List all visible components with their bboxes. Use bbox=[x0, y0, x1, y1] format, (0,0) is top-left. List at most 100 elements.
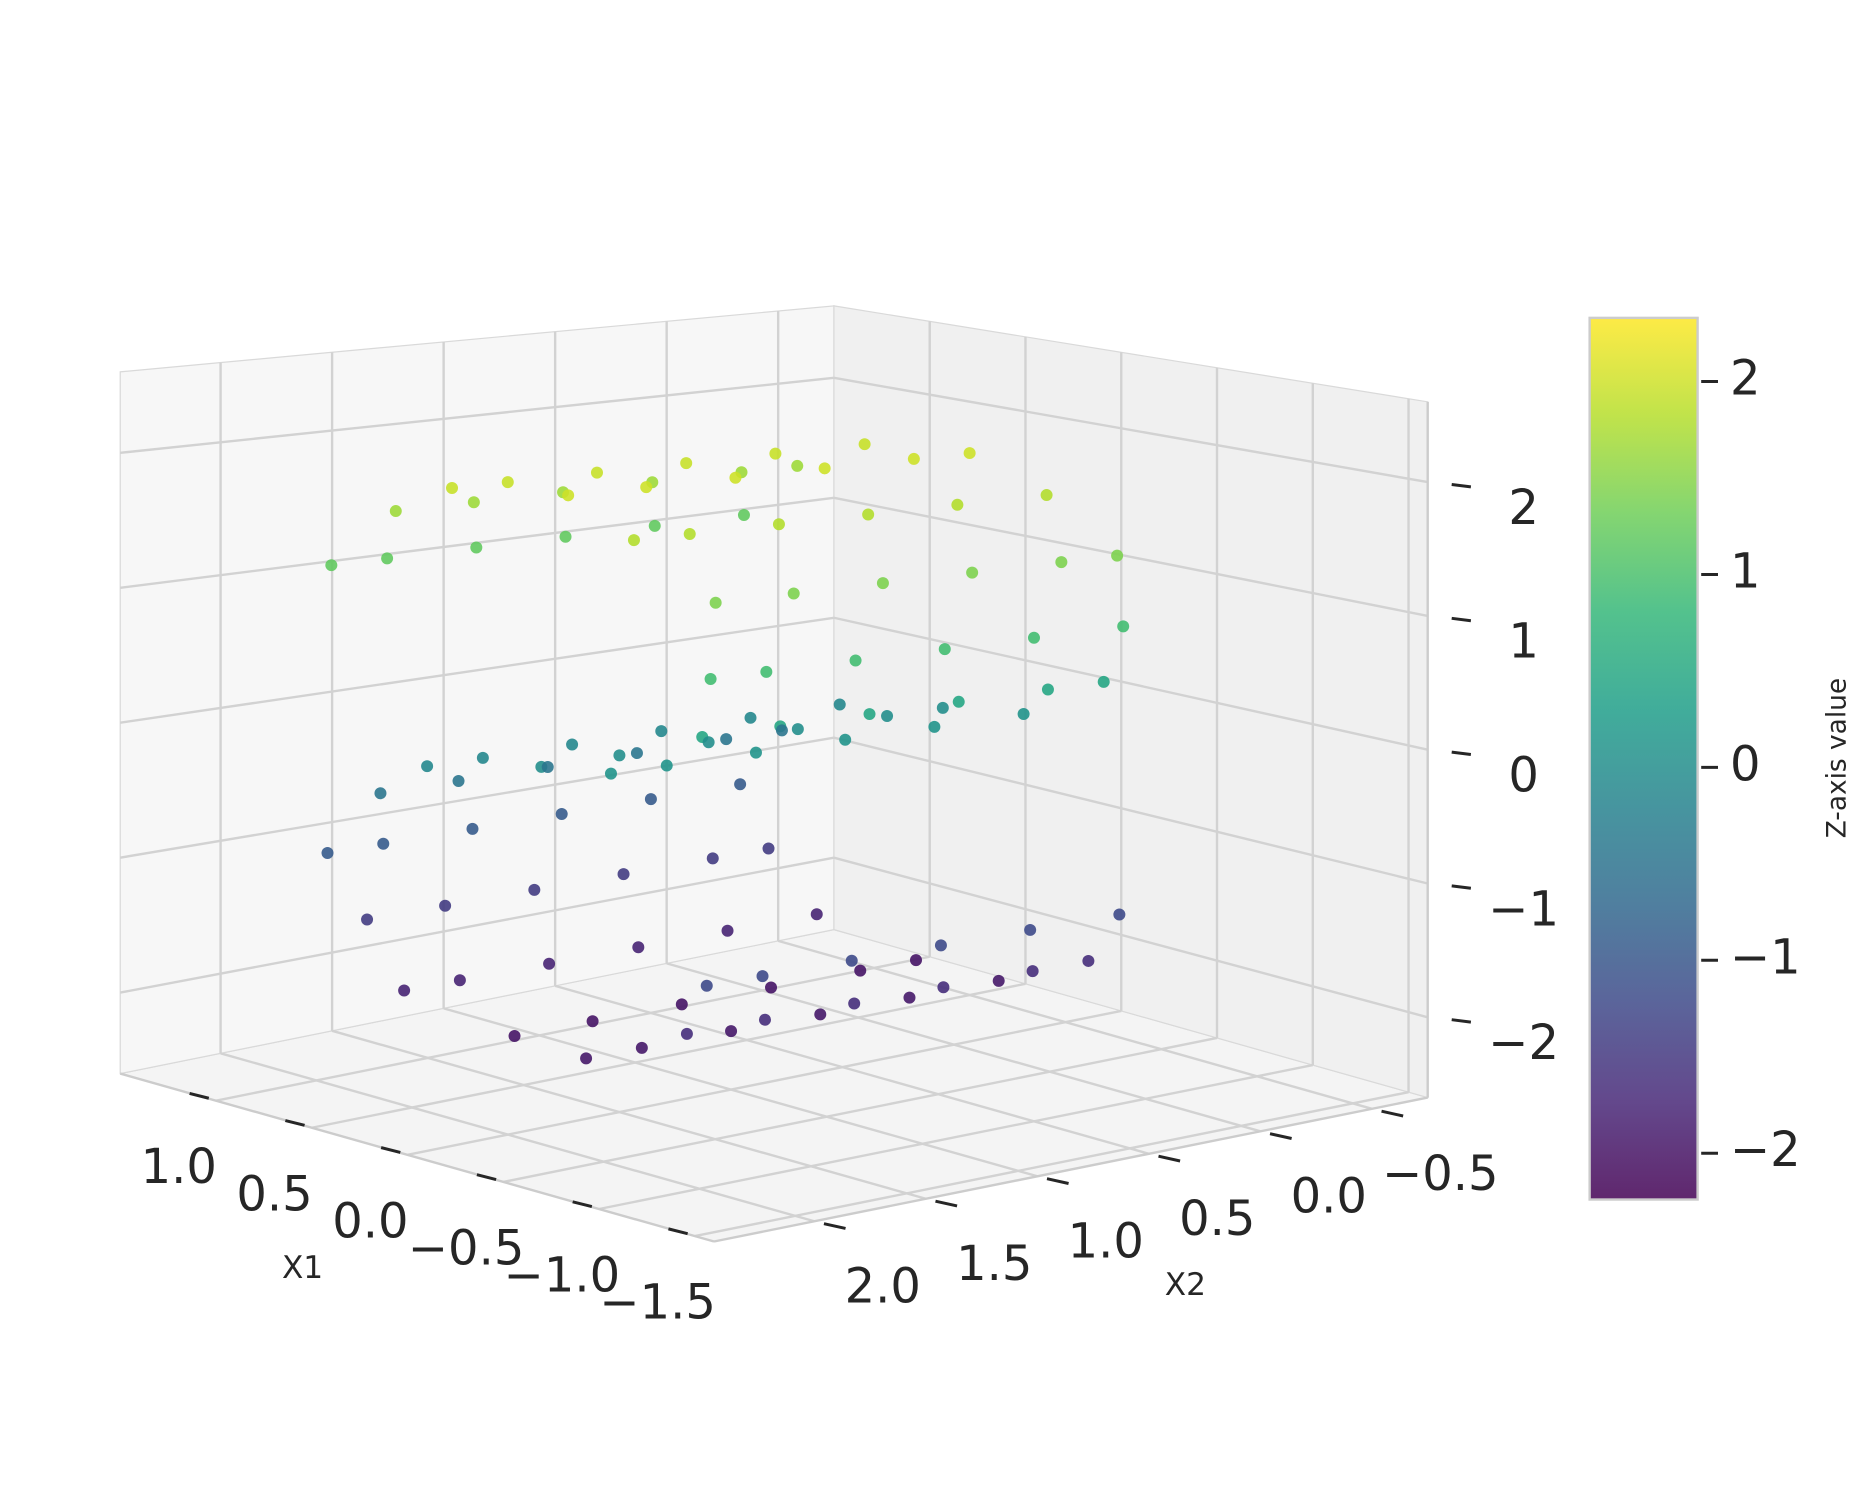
grid-line bbox=[311, 982, 1026, 1129]
y-tick bbox=[823, 1222, 846, 1230]
point bbox=[398, 984, 411, 997]
z-tick bbox=[1451, 750, 1472, 756]
point bbox=[1017, 707, 1030, 720]
point bbox=[937, 981, 950, 994]
point bbox=[580, 1052, 593, 1065]
point bbox=[613, 749, 626, 762]
point bbox=[744, 711, 757, 724]
point bbox=[706, 852, 719, 865]
point bbox=[966, 566, 979, 579]
x-tick bbox=[380, 1146, 401, 1154]
y-tick bbox=[1269, 1132, 1292, 1140]
point bbox=[765, 981, 778, 994]
x-tick bbox=[668, 1227, 689, 1236]
grid-line bbox=[120, 736, 835, 859]
point bbox=[1027, 631, 1040, 644]
point bbox=[749, 746, 762, 759]
point bbox=[814, 1008, 827, 1021]
point bbox=[1041, 683, 1054, 696]
point bbox=[951, 498, 964, 511]
point bbox=[1082, 954, 1095, 967]
y-tick-label: 2.0 bbox=[845, 1259, 921, 1315]
point bbox=[361, 913, 374, 926]
z-tick-label: 2 bbox=[1508, 480, 1539, 536]
y-tick-label: −0.5 bbox=[1382, 1146, 1498, 1202]
point bbox=[848, 997, 861, 1010]
point bbox=[377, 837, 390, 850]
point bbox=[586, 1015, 599, 1028]
point bbox=[903, 991, 916, 1004]
grid-line bbox=[554, 984, 1150, 1155]
point bbox=[910, 954, 922, 967]
point bbox=[772, 518, 785, 531]
point bbox=[934, 939, 947, 952]
axes: 1.0 0.5 0.0 −0.5−1.0−1.5 2.0 1.5 1.0 0.5 0.0 −0.5… bbox=[119, 401, 1559, 1331]
point bbox=[762, 842, 775, 855]
point bbox=[721, 924, 734, 937]
point bbox=[470, 541, 483, 554]
x-tick-label: 0.5 bbox=[236, 1166, 312, 1222]
grid-line bbox=[220, 1052, 815, 1223]
point bbox=[617, 868, 630, 881]
point bbox=[630, 747, 643, 760]
point bbox=[1117, 620, 1130, 633]
grid-line bbox=[833, 376, 1428, 484]
point bbox=[858, 438, 871, 451]
panes bbox=[119, 305, 1429, 1243]
point bbox=[737, 508, 750, 521]
point bbox=[452, 775, 465, 788]
point bbox=[604, 767, 617, 780]
grid-line bbox=[443, 1007, 1038, 1178]
y-tick-label: 0.0 bbox=[1291, 1169, 1367, 1225]
grid-line bbox=[598, 1063, 1314, 1211]
point bbox=[862, 508, 875, 521]
point bbox=[725, 1025, 738, 1038]
z-tick-label: 0 bbox=[1508, 747, 1539, 803]
point bbox=[1024, 923, 1037, 936]
point bbox=[881, 710, 894, 723]
point bbox=[543, 957, 556, 970]
colorbar-tick-label: 2 bbox=[1730, 351, 1761, 407]
point bbox=[374, 787, 387, 800]
grid-line bbox=[666, 962, 1261, 1133]
colorbar-tick-label: −1 bbox=[1730, 929, 1801, 985]
point bbox=[760, 665, 773, 678]
point bbox=[729, 471, 742, 484]
point bbox=[907, 452, 920, 465]
grid-line bbox=[777, 939, 1373, 1110]
point bbox=[854, 964, 867, 977]
x-tick bbox=[572, 1200, 593, 1209]
point bbox=[863, 708, 876, 721]
point bbox=[446, 482, 459, 495]
point bbox=[562, 489, 575, 502]
grid-line bbox=[833, 856, 1429, 1019]
z-tick bbox=[1451, 1018, 1472, 1024]
point bbox=[810, 908, 823, 921]
y-tick-label: 0.5 bbox=[1179, 1191, 1255, 1247]
point bbox=[992, 974, 1005, 987]
point bbox=[389, 505, 402, 518]
point bbox=[700, 979, 713, 992]
point bbox=[720, 733, 733, 746]
point bbox=[1055, 556, 1068, 569]
y-tick bbox=[935, 1199, 958, 1208]
point bbox=[704, 673, 717, 686]
x-tick-label: −0.5 bbox=[408, 1220, 524, 1276]
point bbox=[818, 462, 831, 475]
point bbox=[963, 447, 976, 460]
x-tick bbox=[476, 1173, 497, 1181]
point bbox=[775, 724, 788, 737]
z-tick-label: 1 bbox=[1508, 614, 1539, 670]
grid-line bbox=[833, 616, 1428, 751]
point bbox=[1040, 489, 1053, 502]
point bbox=[769, 447, 782, 460]
point bbox=[566, 738, 579, 751]
point bbox=[938, 643, 951, 656]
colorbar-frame bbox=[1588, 316, 1699, 1201]
colorbar-label: Z-axis value bbox=[1822, 678, 1852, 838]
point bbox=[644, 793, 657, 806]
point bbox=[559, 530, 572, 543]
point bbox=[501, 476, 514, 489]
point bbox=[421, 760, 434, 773]
